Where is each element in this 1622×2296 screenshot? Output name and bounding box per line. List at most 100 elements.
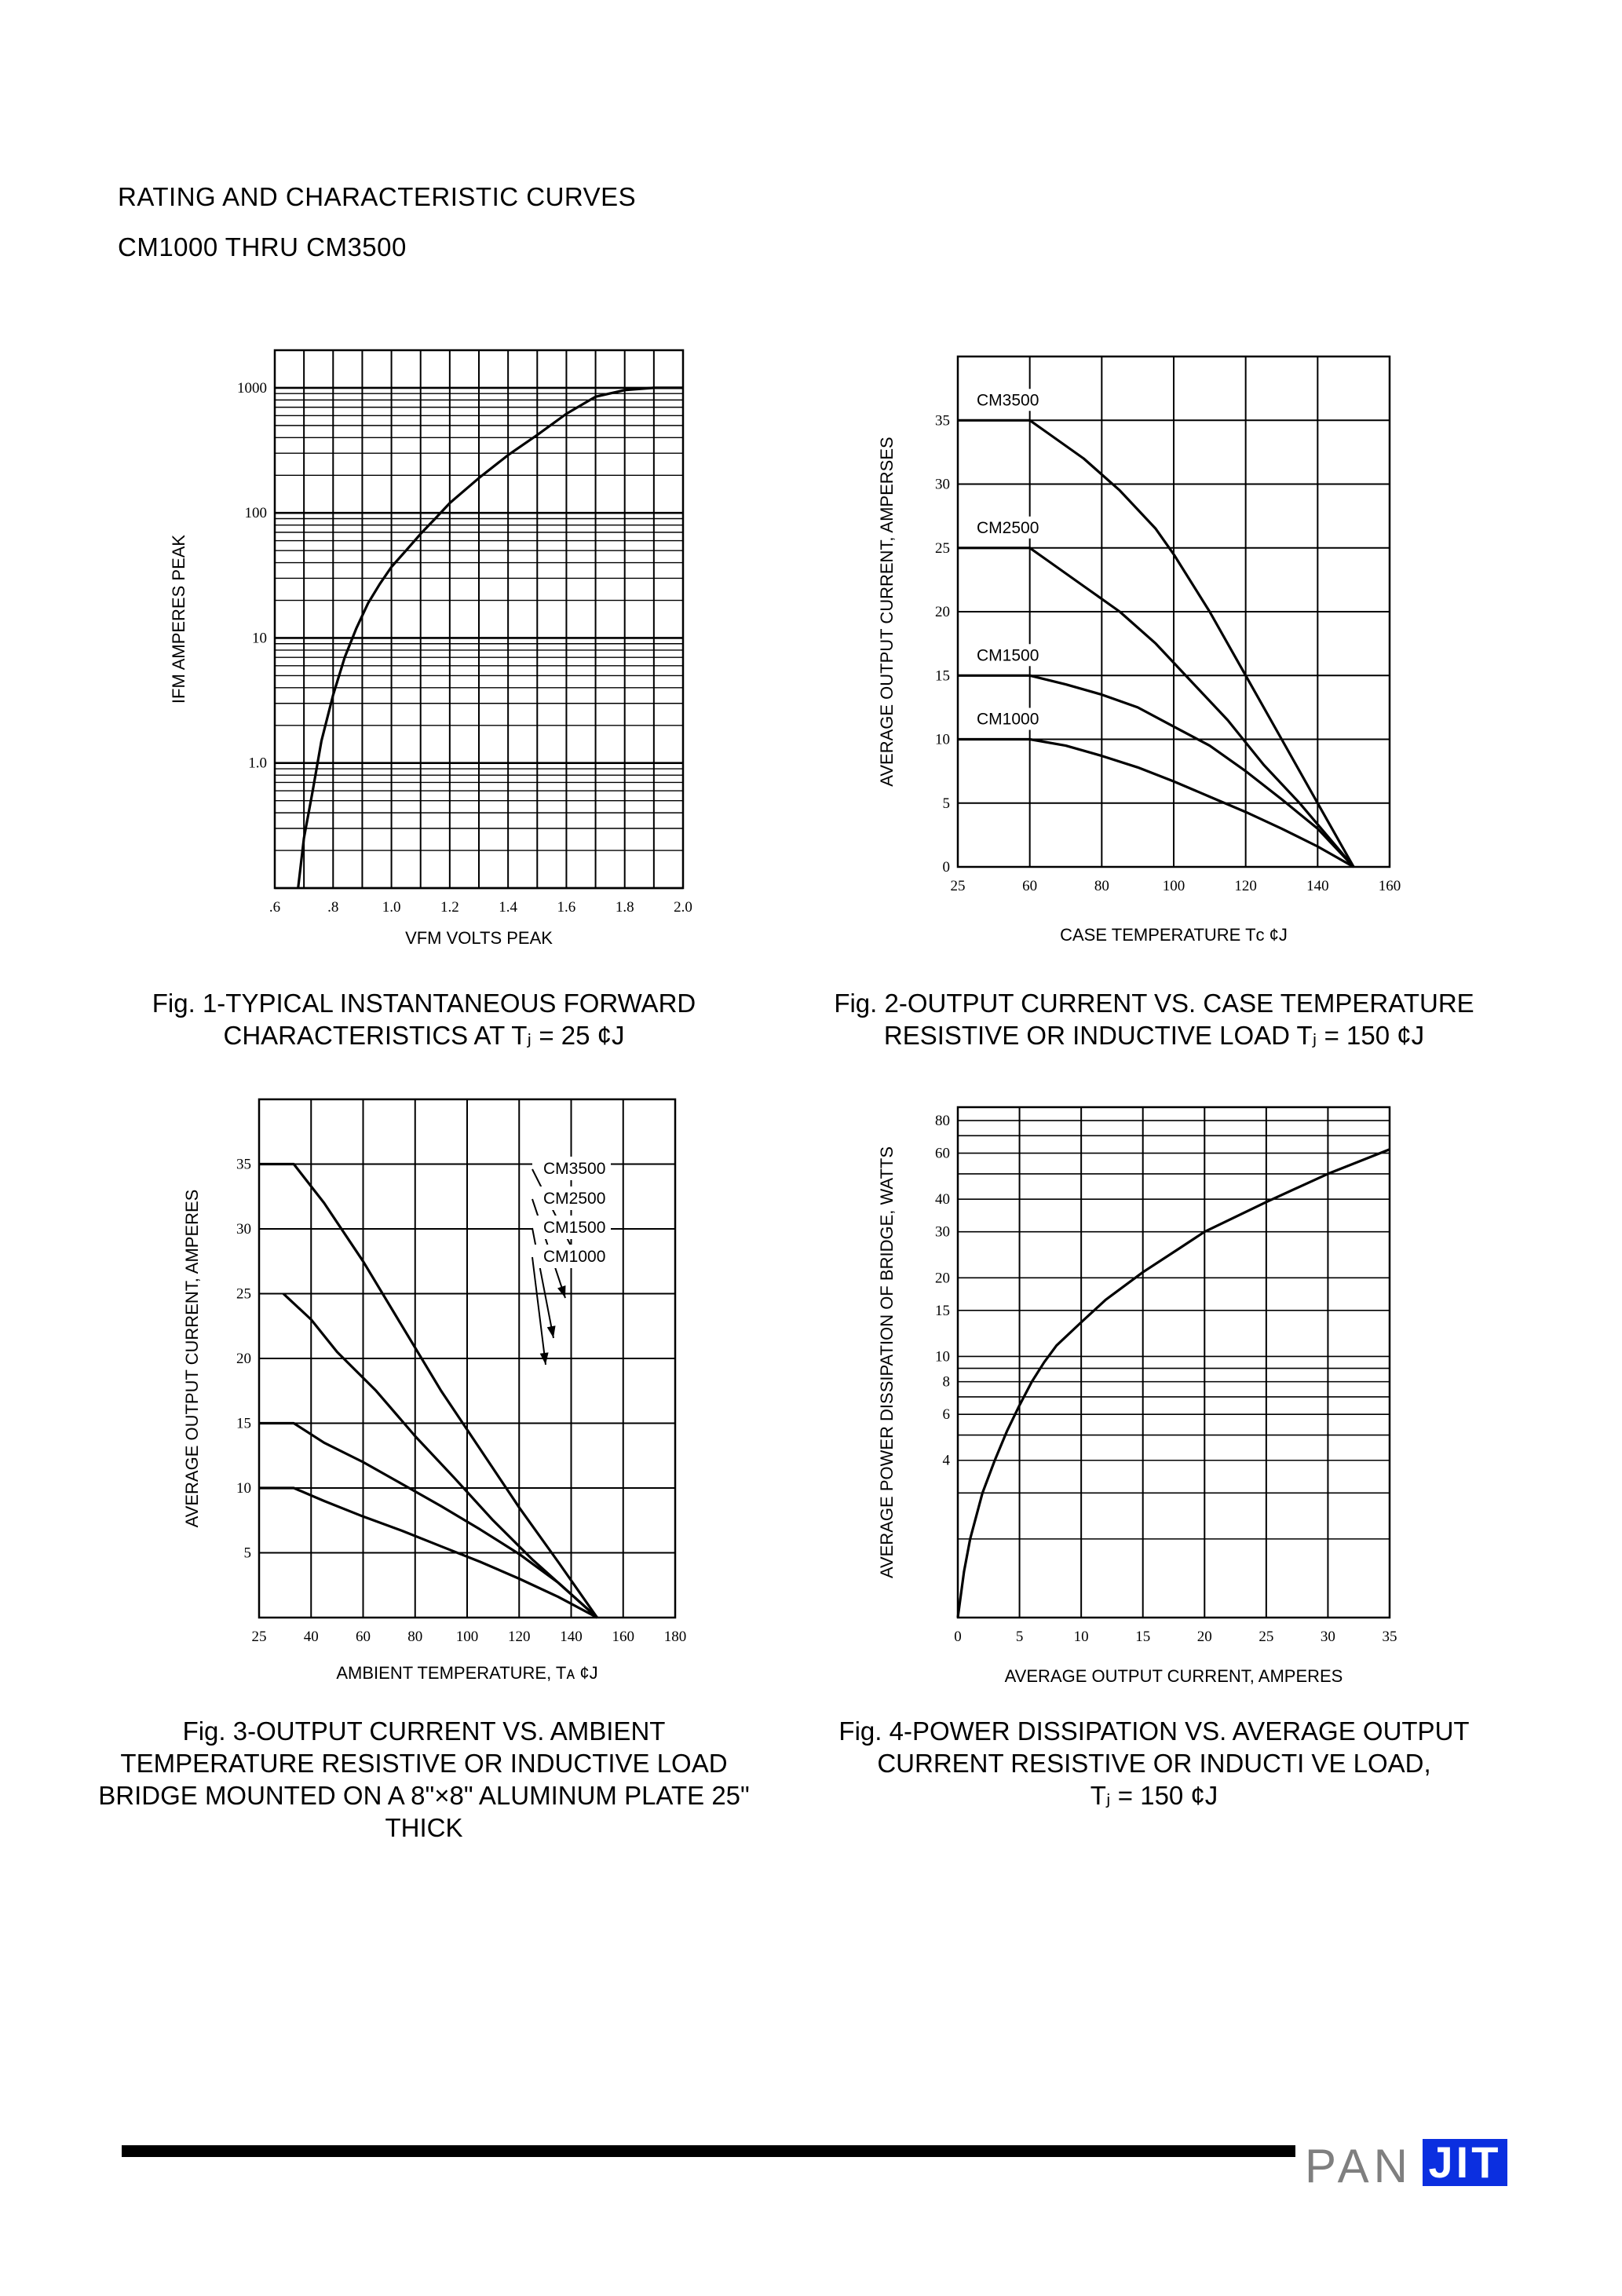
plot-frame <box>273 349 685 890</box>
fig2-chart: 25 60 80 100 120 140 160 0 5 10 15 20 25 30 35 CASE TEM… <box>864 338 1413 966</box>
x-tick-label: 20 <box>1197 1629 1212 1645</box>
x-tick-label: 40 <box>304 1629 319 1645</box>
fig4-caption-line: CURRENT RESISTIVE OR INDUCTI VE LOAD, <box>877 1749 1431 1778</box>
x-tick-label: 25 <box>1259 1629 1273 1645</box>
x-tick-label: 2.0 <box>674 899 692 916</box>
x-tick-label: 1.2 <box>440 899 459 916</box>
series-arrow-head <box>539 1352 549 1365</box>
fig3-caption: Fig. 3-OUTPUT CURRENT VS. AMBIENT TEMPER… <box>94 1715 754 1844</box>
x-tick-label: 60 <box>356 1629 371 1645</box>
x-tick-label: 60 <box>1022 878 1037 894</box>
y-tick-label: 10 <box>236 1480 251 1497</box>
series-label-bg <box>532 1216 611 1239</box>
y-tick-label: 20 <box>935 1270 950 1286</box>
x-tick-label: 100 <box>1163 878 1185 894</box>
x-tick-label: 100 <box>456 1629 479 1645</box>
y-tick-label: 15 <box>935 1303 950 1319</box>
series-line-cm2500 <box>958 547 1355 868</box>
x-tick-label: 35 <box>1383 1629 1397 1645</box>
fig4-caption-line: Fig. 4-POWER DISSIPATION VS. AVERAGE OUT… <box>838 1717 1470 1746</box>
fig2-caption-line: Fig. 2-OUTPUT CURRENT VS. CASE TEMPERATU… <box>834 989 1474 1018</box>
fig4-caption-line: Tⱼ = 150 ¢J <box>1090 1781 1218 1810</box>
logo-text-pan: PAN <box>1305 2140 1412 2192</box>
x-tick-label: 140 <box>560 1629 583 1645</box>
y-tick-label: 25 <box>935 540 950 557</box>
y-tick-label: 30 <box>236 1221 251 1238</box>
y-tick-label: 8 <box>943 1374 951 1391</box>
x-tick-label: 15 <box>1135 1629 1150 1645</box>
fig2-caption-line: RESISTIVE OR INDUCTIVE LOAD Tⱼ = 150 ¢J <box>883 1021 1425 1050</box>
series-label-cm1000: CM1000 <box>977 711 1039 729</box>
x-tick-label: .6 <box>269 899 280 916</box>
x-tick-label: 30 <box>1321 1629 1335 1645</box>
x-axis-label: AMBIENT TEMPERATURE, Tᴀ ¢J <box>336 1663 597 1683</box>
y-tick-label: 15 <box>935 667 950 684</box>
series-label-bg <box>972 707 1050 730</box>
plot-frame <box>956 355 1391 868</box>
series-line-cm2500 <box>282 1292 598 1619</box>
series-label-cm3500: CM3500 <box>977 391 1039 409</box>
series-label-bg <box>532 1245 611 1268</box>
plot-frame <box>258 1098 677 1619</box>
series-line-cm1500 <box>958 674 1355 868</box>
y-axis-label: IFM AMPERES PEAK <box>169 535 188 704</box>
series-label-bg <box>532 1186 611 1210</box>
y-axis-label: AVERAGE OUTPUT CURRENT, AMPERES <box>182 1190 202 1528</box>
series-label-cm1000: CM1000 <box>543 1248 605 1266</box>
y-axis-label: AVERAGE POWER DISSIPATION OF BRIDGE, WAT… <box>877 1146 897 1578</box>
series-label-bg <box>972 644 1050 667</box>
x-tick-label: 120 <box>508 1629 531 1645</box>
y-tick-label: 20 <box>935 604 950 620</box>
fig3-caption-line: Fig. 3-OUTPUT CURRENT VS. AMBIENT <box>182 1717 666 1746</box>
fig3-caption-line: THICK <box>385 1813 463 1842</box>
plot-frame <box>956 1106 1391 1619</box>
series-label-bg <box>972 516 1050 539</box>
y-tick-label: 5 <box>244 1545 252 1562</box>
x-tick-label: 5 <box>1016 1629 1024 1645</box>
fig2-caption: Fig. 2-OUTPUT CURRENT VS. CASE TEMPERATU… <box>809 987 1500 1051</box>
x-tick-label: 80 <box>407 1629 422 1645</box>
fig1-caption-line: Fig. 1-TYPICAL INSTANTANEOUS FORWARD <box>152 989 696 1018</box>
x-tick-label: 120 <box>1234 878 1257 894</box>
y-tick-label: 1000 <box>237 380 267 397</box>
series-label-cm2500: CM2500 <box>543 1190 605 1208</box>
x-axis-label: CASE TEMPERATURE Tᴄ ¢J <box>1060 925 1288 945</box>
y-tick-label: 10 <box>252 630 267 646</box>
y-tick-label: 30 <box>935 477 950 493</box>
series-label-cm1500: CM1500 <box>977 646 1039 664</box>
y-tick-label: 4 <box>943 1453 951 1469</box>
series-arrow-head <box>557 1285 566 1298</box>
page-heading: RATING AND CHARACTERISTIC CURVES <box>118 182 637 211</box>
x-axis-label: AVERAGE OUTPUT CURRENT, AMPERES <box>1005 1666 1343 1686</box>
y-tick-label: 5 <box>943 795 951 812</box>
series-line-cm1000 <box>259 1486 598 1619</box>
series-line-curve <box>956 1148 1390 1618</box>
x-tick-label: 80 <box>1094 878 1109 894</box>
fig1-caption-line: CHARACTERISTICS AT Tⱼ = 25 ¢J <box>223 1021 625 1050</box>
y-tick-label: 15 <box>236 1416 251 1432</box>
y-axis-label: AVERAGE OUTPUT CURRENT, AMPERSES <box>877 437 897 786</box>
y-tick-label: 40 <box>935 1191 950 1208</box>
y-tick-label: 10 <box>935 1348 950 1365</box>
series-line-curve <box>297 386 683 889</box>
series-label-bg <box>532 1157 611 1180</box>
y-tick-label: 100 <box>245 505 268 521</box>
footer-rule <box>122 2145 1295 2157</box>
fig1-caption: Fig. 1-TYPICAL INSTANTANEOUS FORWARD CHA… <box>94 987 754 1051</box>
logo-text-jit: JIT <box>1423 2139 1507 2186</box>
fig3-caption-line: BRIDGE MOUNTED ON A 8"×8" ALUMINUM PLATE… <box>98 1781 750 1810</box>
fig4-caption: Fig. 4-POWER DISSIPATION VS. AVERAGE OUT… <box>809 1715 1500 1812</box>
series-line-cm1000 <box>958 737 1354 868</box>
fig4-chart: 0 5 10 15 20 25 30 35 4 6 8 10 15 20 30 40 60 80 AVERAGE O… <box>864 1076 1413 1704</box>
series-line-cm3500 <box>259 1162 598 1618</box>
y-tick-label: 10 <box>935 732 950 748</box>
x-tick-label: 1.6 <box>557 899 576 916</box>
series-label-cm3500: CM3500 <box>543 1160 605 1178</box>
x-tick-label: 180 <box>664 1629 687 1645</box>
y-tick-label: 35 <box>935 412 950 429</box>
y-tick-label: 0 <box>943 859 951 876</box>
fig1-chart: .6 .8 1.0 1.2 1.4 1.6 1.8 2.0 1.0 10 100 1000 VFM VO… <box>157 338 707 966</box>
y-tick-label: 30 <box>935 1224 950 1241</box>
x-tick-label: 160 <box>1379 878 1401 894</box>
x-tick-label: 1.8 <box>616 899 634 916</box>
